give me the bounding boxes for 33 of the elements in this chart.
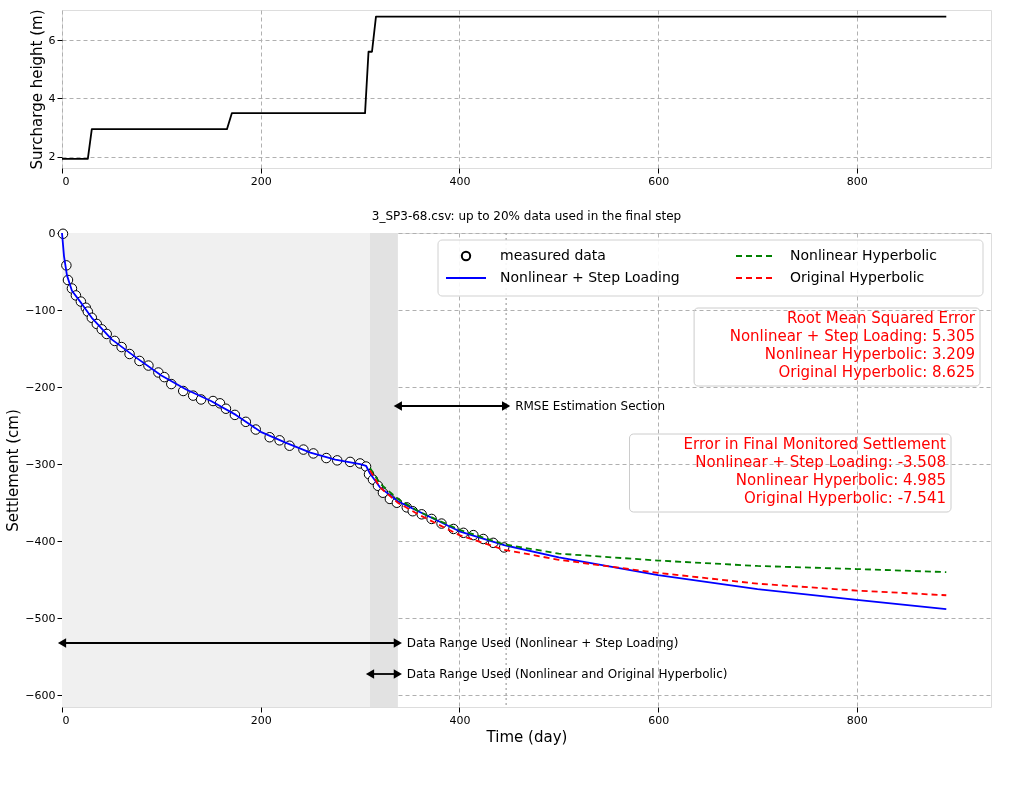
x-tick-label: 200 (250, 713, 272, 727)
band-label: Data Range Used (Nonlinear and Original Hyperbolic) (406, 667, 728, 681)
x-tick-label: 600 (648, 174, 670, 188)
band-label: Data Range Used (Nonlinear + Step Loading) (406, 636, 679, 650)
y-tick-label: −200 (25, 380, 56, 394)
y-axis-title: Settlement (cm) (4, 409, 23, 532)
y-tick-label: −100 (25, 303, 56, 317)
legend-label: Original Hyperbolic (790, 269, 925, 285)
y-tick-label: −600 (25, 688, 56, 702)
x-tick-label: 600 (648, 713, 670, 727)
y-tick-label: −500 (25, 611, 56, 625)
y-tick-label: 2 (48, 150, 56, 164)
y-axis-title: Surcharge height (m) (27, 9, 46, 170)
annotation: Error in Final Monitored Settlement Nonlinear + Step Loading: -3.508 Nonlinear Hyperbolic: 4.985 Original Hyperbolic: -7.541 (683, 435, 947, 507)
ref-line-label: RMSE Estimation Section (515, 399, 666, 413)
y-tick-label: −300 (25, 457, 56, 471)
x-tick-label: 0 (62, 174, 70, 188)
x-tick-label: 800 (846, 713, 868, 727)
legend-label: measured data (500, 247, 606, 263)
x-tick-label: 200 (250, 174, 272, 188)
legend-label: Nonlinear + Step Loading (500, 269, 680, 285)
x-tick-label: 0 (62, 713, 70, 727)
y-tick-label: 6 (48, 33, 56, 47)
y-tick-label: 0 (48, 226, 56, 240)
annotation: Root Mean Squared Error Nonlinear + Step Loading: 5.305 Nonlinear Hyperbolic: 3.209 Original Hyperbolic: 8.625 (729, 309, 976, 381)
y-tick-label: 4 (48, 91, 56, 105)
chart-title: 3_SP3-68.csv: up to 20% data used in the final step (371, 209, 682, 223)
x-tick-label: 800 (846, 174, 868, 188)
y-tick-label: −400 (25, 534, 56, 548)
x-tick-label: 400 (449, 174, 471, 188)
x-axis-title: Time (day) (485, 727, 568, 746)
x-tick-label: 400 (449, 713, 471, 727)
legend-label: Nonlinear Hyperbolic (790, 247, 937, 263)
